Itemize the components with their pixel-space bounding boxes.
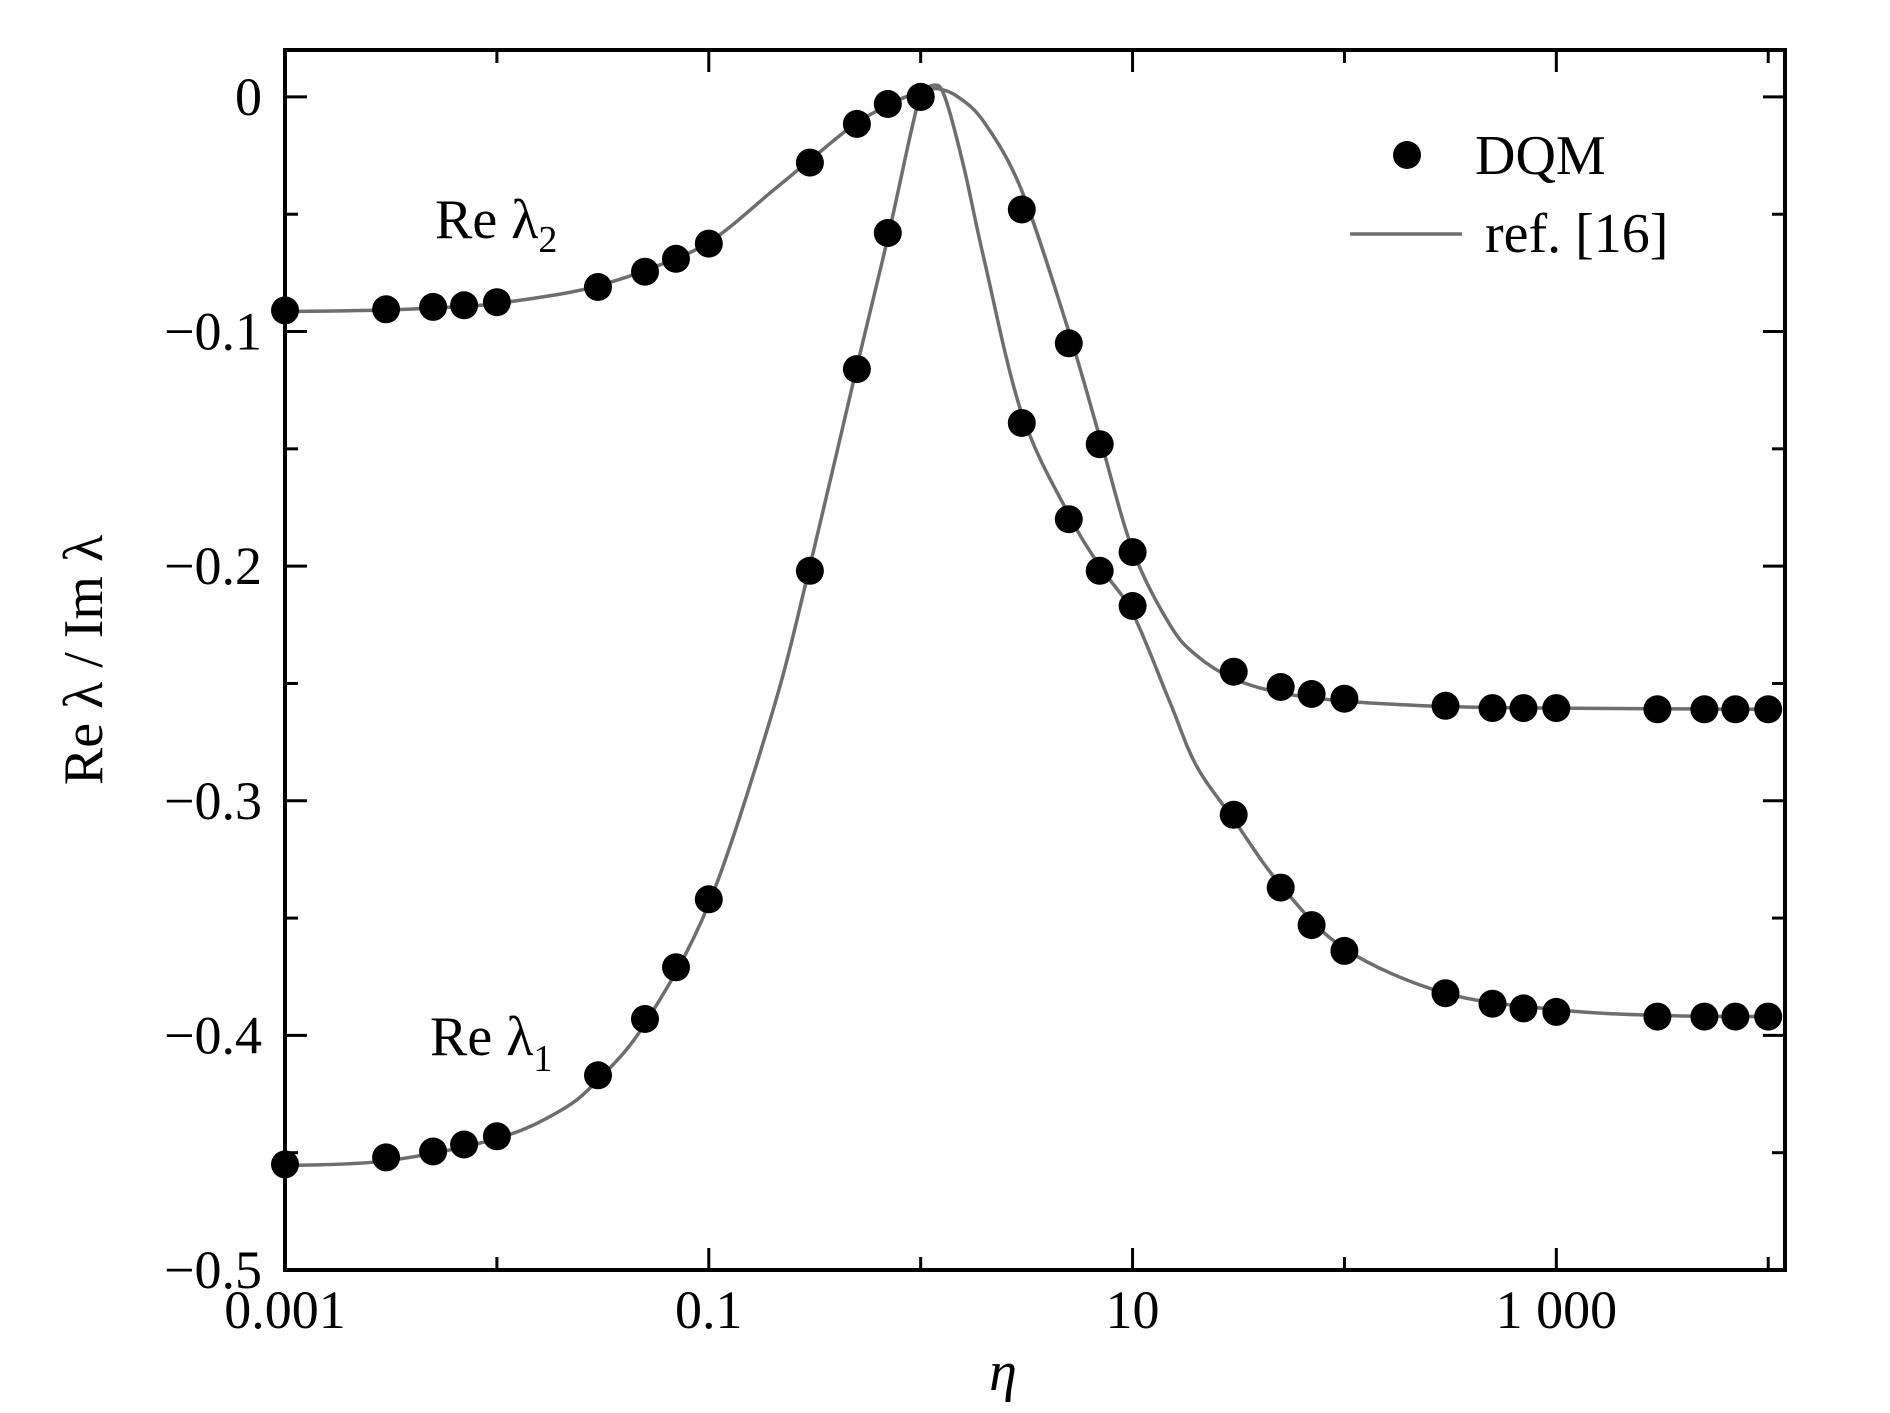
dqm-point-lambda1 <box>1330 936 1359 965</box>
dqm-point-lambda2 <box>1118 538 1147 567</box>
dqm-point-lambda2 <box>631 257 659 286</box>
x-axis-label: η <box>989 1341 1017 1403</box>
dqm-point-lambda2 <box>584 273 612 301</box>
dqm-point-lambda1 <box>1219 800 1248 829</box>
dqm-point-lambda2 <box>842 109 871 138</box>
x-tick-label: 0.1 <box>675 1280 743 1340</box>
dqm-point-lambda1 <box>1478 989 1507 1018</box>
y-tick-label: −0.2 <box>164 536 262 596</box>
legend-dqm-label: DQM <box>1475 125 1606 187</box>
dqm-point-lambda2 <box>1054 329 1083 358</box>
dqm-point-lambda1 <box>1721 1002 1750 1031</box>
dqm-point-lambda1 <box>1643 1002 1672 1031</box>
dqm-point-lambda2 <box>1690 695 1719 724</box>
dqm-point-lambda1 <box>1085 556 1114 585</box>
x-tick-label: 1 000 <box>1496 1280 1618 1340</box>
dqm-point-lambda1 <box>1754 1002 1783 1031</box>
dqm-point-lambda2 <box>694 229 723 258</box>
dqm-point-lambda1 <box>1509 994 1538 1023</box>
dqm-point-lambda1 <box>906 82 935 111</box>
dqm-point-lambda2 <box>1721 695 1750 724</box>
dqm-point-lambda1 <box>662 953 690 982</box>
y-tick-label: −0.3 <box>164 771 262 831</box>
curve-label-lambda1-base: Re λ <box>430 1006 533 1068</box>
curve-label-lambda2-sub: 2 <box>538 219 557 261</box>
dqm-point-lambda1 <box>795 556 824 585</box>
dqm-point-lambda1 <box>1118 592 1147 620</box>
svg-text:Re λ2: Re λ2 <box>435 189 557 261</box>
dqm-point-lambda1 <box>419 1137 448 1166</box>
dqm-point-lambda1 <box>1542 997 1571 1026</box>
dqm-point-lambda1 <box>1297 911 1326 940</box>
dqm-point-lambda2 <box>372 295 401 324</box>
dqm-point-lambda2 <box>1754 695 1783 724</box>
dqm-point-lambda2 <box>795 148 824 177</box>
dqm-point-lambda1 <box>372 1143 401 1172</box>
dqm-point-lambda2 <box>1643 695 1672 724</box>
dqm-point-lambda1 <box>842 355 871 384</box>
y-tick-label: −0.4 <box>164 1005 262 1065</box>
dqm-point-lambda1 <box>1007 409 1036 437</box>
dqm-point-lambda1 <box>694 885 723 914</box>
dqm-point-lambda2 <box>1219 657 1248 686</box>
dqm-point-lambda1 <box>631 1005 659 1033</box>
dqm-point-lambda1 <box>450 1130 479 1159</box>
dqm-point-lambda2 <box>1542 694 1571 723</box>
dqm-markers <box>271 82 1783 1179</box>
y-axis-ticks <box>285 95 1785 1272</box>
svg-text:Re λ1: Re λ1 <box>430 1006 552 1080</box>
dqm-point-lambda2 <box>1509 694 1538 723</box>
dqm-point-lambda2 <box>419 292 448 321</box>
curve-label-lambda2-base: Re λ <box>435 189 538 251</box>
x-axis-tick-labels: 0.001 0.1 10 1 000 <box>224 1280 1617 1340</box>
dqm-point-lambda1 <box>584 1061 612 1090</box>
curve-label-lambda1-sub: 1 <box>533 1038 552 1080</box>
dqm-point-lambda2 <box>1297 680 1326 708</box>
dqm-point-lambda2 <box>1478 694 1507 723</box>
dqm-point-lambda2 <box>873 90 902 118</box>
y-tick-label: −0.1 <box>164 302 262 362</box>
dqm-point-lambda2 <box>1085 430 1114 459</box>
y-axis-label: Re λ / Im λ <box>53 535 115 785</box>
dqm-point-lambda2 <box>482 288 511 317</box>
dqm-point-lambda2 <box>662 244 690 273</box>
y-tick-label: −0.5 <box>164 1240 262 1300</box>
legend-ref-label: ref. [16] <box>1485 203 1668 265</box>
plot-frame <box>283 48 1787 1272</box>
dqm-point-lambda2 <box>1007 195 1036 224</box>
dqm-point-lambda2 <box>1330 684 1359 713</box>
dqm-point-lambda1 <box>1054 505 1083 534</box>
dqm-point-lambda2 <box>450 291 479 320</box>
x-axis-ticks <box>283 50 1770 1270</box>
dqm-point-lambda2 <box>1431 691 1460 720</box>
dqm-point-lambda1 <box>482 1122 511 1151</box>
dqm-point-lambda1 <box>1431 979 1460 1008</box>
dqm-point-lambda2 <box>1266 673 1295 701</box>
x-tick-label: 10 <box>1106 1280 1160 1340</box>
dqm-point-lambda1 <box>873 219 902 247</box>
dqm-point-lambda1 <box>1266 873 1295 902</box>
y-tick-label: 0 <box>235 67 262 127</box>
curve-label-lambda1: Re λ1 <box>430 1006 552 1080</box>
legend-dqm-marker <box>1393 141 1421 169</box>
dqm-point-lambda1 <box>1690 1002 1719 1031</box>
y-axis-tick-labels: 0 −0.1 −0.2 −0.3 −0.4 −0.5 <box>164 67 262 1300</box>
x-tick-label: 0.001 <box>224 1280 346 1340</box>
curve-label-lambda2: Re λ2 <box>435 189 557 261</box>
legend: DQM ref. [16] <box>1350 125 1668 265</box>
